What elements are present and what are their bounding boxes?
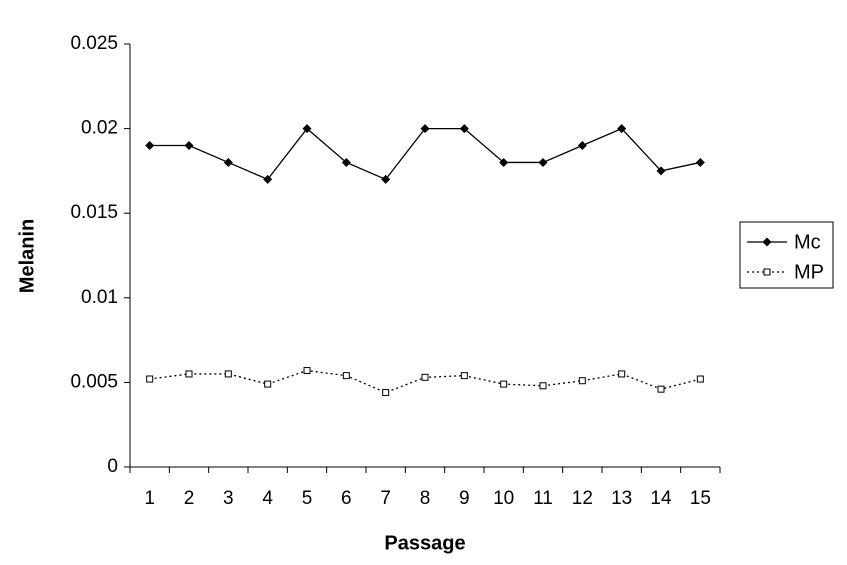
legend-marker bbox=[763, 268, 771, 276]
x-tick-label: 10 bbox=[493, 488, 514, 509]
y-tick-label: 0.02 bbox=[81, 118, 118, 139]
x-tick-label: 4 bbox=[262, 488, 273, 509]
data-point bbox=[342, 372, 350, 380]
data-point bbox=[578, 377, 586, 385]
x-tick-label: 3 bbox=[223, 488, 234, 509]
data-point bbox=[499, 157, 509, 167]
y-tick-label: 0.005 bbox=[70, 371, 118, 392]
data-point bbox=[618, 370, 626, 378]
data-point bbox=[657, 385, 665, 393]
legend-box bbox=[739, 221, 834, 289]
data-point bbox=[500, 380, 508, 388]
data-point bbox=[382, 389, 390, 397]
data-point bbox=[539, 382, 547, 390]
data-point bbox=[263, 174, 273, 184]
data-point bbox=[146, 375, 154, 383]
x-axis-title: Passage bbox=[384, 532, 465, 554]
x-tick-label: 14 bbox=[650, 488, 672, 509]
legend-marker bbox=[762, 237, 772, 247]
y-tick-label: 0 bbox=[107, 456, 118, 477]
x-tick-label: 12 bbox=[572, 488, 593, 509]
x-tick-label: 5 bbox=[302, 488, 313, 509]
y-tick-label: 0.01 bbox=[81, 287, 118, 308]
data-point bbox=[421, 373, 429, 381]
series-line bbox=[149, 127, 701, 181]
data-point bbox=[341, 157, 351, 167]
x-tick-label: 2 bbox=[184, 488, 195, 509]
x-tick-label: 15 bbox=[690, 488, 711, 509]
data-point bbox=[460, 372, 468, 380]
data-point bbox=[695, 157, 705, 167]
x-tick-label: 9 bbox=[459, 488, 470, 509]
legend-label: MP bbox=[794, 261, 824, 283]
data-point bbox=[577, 141, 587, 151]
data-point bbox=[264, 380, 272, 388]
data-point bbox=[223, 157, 233, 167]
data-point bbox=[617, 124, 627, 134]
x-tick-label: 7 bbox=[380, 488, 391, 509]
x-tick-label: 6 bbox=[341, 488, 352, 509]
data-point bbox=[184, 141, 194, 151]
data-point bbox=[185, 370, 193, 378]
data-point bbox=[538, 157, 548, 167]
data-point bbox=[420, 124, 430, 134]
legend-label: Mc bbox=[794, 231, 821, 253]
data-point bbox=[224, 370, 232, 378]
data-point bbox=[303, 367, 311, 375]
x-tick-label: 11 bbox=[533, 488, 553, 509]
y-axis-title: Melanin bbox=[16, 219, 38, 293]
y-tick-label: 0.025 bbox=[70, 33, 118, 54]
x-tick-label: 13 bbox=[611, 488, 632, 509]
data-point bbox=[145, 141, 155, 151]
data-point bbox=[656, 166, 666, 176]
data-point bbox=[459, 124, 469, 134]
data-point bbox=[302, 124, 312, 134]
data-point bbox=[381, 174, 391, 184]
data-point bbox=[696, 375, 704, 383]
y-tick-label: 0.015 bbox=[70, 202, 118, 223]
x-tick-label: 8 bbox=[420, 488, 431, 509]
x-tick-label: 1 bbox=[144, 488, 155, 509]
